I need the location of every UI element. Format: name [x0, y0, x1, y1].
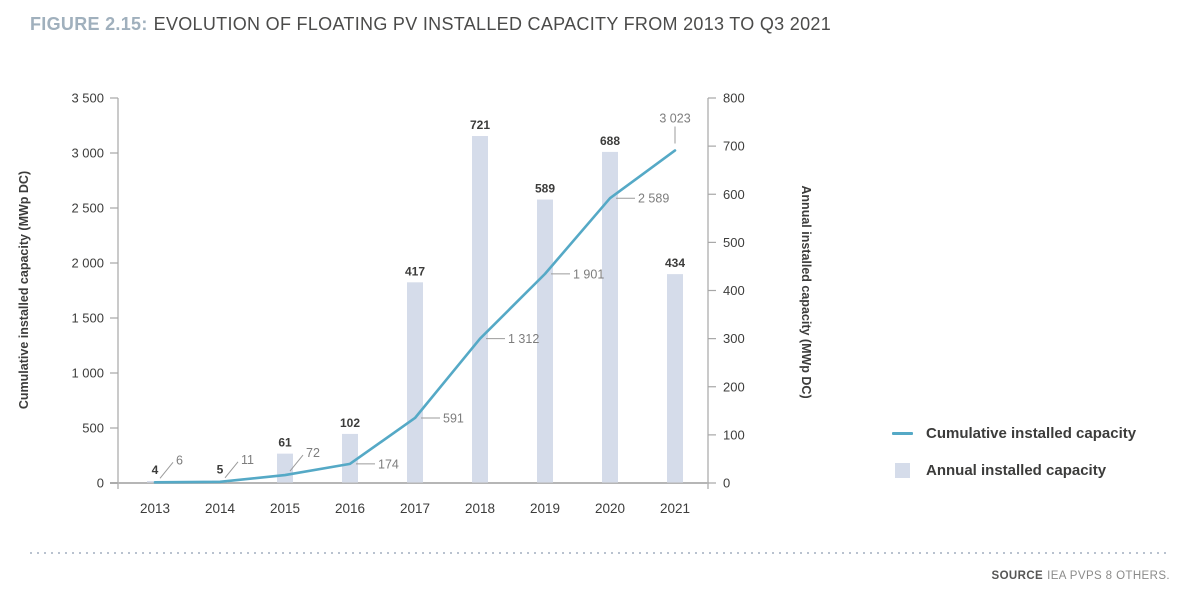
line-value-label: 3 023 — [659, 111, 690, 125]
left-tick-label: 3 500 — [71, 91, 104, 106]
bar-value-label: 102 — [340, 416, 360, 430]
x-axis-label: 2019 — [530, 501, 560, 516]
right-tick-label: 800 — [723, 91, 745, 106]
x-axis-label: 2015 — [270, 501, 300, 516]
legend-item-label: Annual installed capacity — [926, 462, 1107, 479]
bar-2017 — [407, 282, 423, 483]
bar-value-label: 4 — [152, 463, 159, 477]
right-tick-label: 300 — [723, 331, 745, 346]
line-value-label: 6 — [176, 453, 183, 467]
x-axis-label: 2013 — [140, 501, 170, 516]
legend-item-label: Cumulative installed capacity — [926, 425, 1137, 442]
right-tick-label: 700 — [723, 139, 745, 154]
source-label: SOURCE — [991, 570, 1044, 582]
bar-value-label: 5 — [217, 463, 224, 477]
left-tick-label: 0 — [97, 476, 104, 491]
line-value-label: 1 901 — [573, 267, 604, 281]
left-tick-label: 2 000 — [71, 256, 104, 271]
right-tick-label: 400 — [723, 283, 745, 298]
x-axis-label: 2016 — [335, 501, 365, 516]
left-axis-title: Cumulative installed capacity (MWp DC) — [17, 171, 31, 409]
figure-label: FIGURE 2.15: — [30, 14, 148, 34]
line-value-label: 1 312 — [508, 332, 539, 346]
right-tick-label: 100 — [723, 427, 745, 442]
legend-item-cumulative: Cumulative installed capacity — [892, 425, 1136, 442]
bar-2015 — [277, 453, 293, 483]
label-leader — [289, 454, 304, 472]
line-value-label: 591 — [443, 411, 464, 425]
bar-2019 — [537, 199, 553, 483]
source-text: IEA PVPS 8 OTHERS. — [1047, 570, 1170, 582]
legend-item-annual: Annual installed capacity — [892, 462, 1106, 479]
label-leader — [159, 462, 174, 479]
right-tick-label: 500 — [723, 235, 745, 250]
bar-2021 — [667, 274, 683, 483]
bar-value-label: 589 — [535, 182, 555, 196]
bar-2016 — [342, 433, 358, 483]
right-axis-title: Annual installed capacity (MWp DC) — [799, 185, 813, 398]
x-axis-label: 2018 — [465, 501, 495, 516]
dotted-divider — [30, 552, 1170, 554]
label-leader — [224, 461, 239, 479]
bar-value-label: 61 — [278, 436, 292, 450]
x-axis-label: 2020 — [595, 501, 625, 516]
bar-value-label: 688 — [600, 134, 620, 148]
line-value-label: 11 — [241, 453, 254, 467]
right-tick-label: 200 — [723, 379, 745, 394]
left-tick-label: 500 — [82, 421, 104, 436]
figure-title: EVOLUTION OF FLOATING PV INSTALLED CAPAC… — [153, 14, 832, 34]
left-tick-label: 2 500 — [71, 201, 104, 216]
bar-2020 — [602, 151, 618, 483]
x-axis-label: 2017 — [400, 501, 430, 516]
bar-value-label: 417 — [405, 264, 425, 278]
legend-bar-swatch — [895, 463, 910, 478]
bar-value-label: 721 — [470, 118, 490, 132]
right-tick-label: 600 — [723, 187, 745, 202]
chart-canvas: 0 500 1 000 1 500 2 000 2 500 3 000 3 500 0 100 20… — [17, 91, 813, 517]
bar-2018 — [472, 136, 488, 483]
bar-value-label: 434 — [665, 256, 685, 270]
line-value-label: 2 589 — [638, 192, 669, 206]
left-tick-label: 3 000 — [71, 146, 104, 161]
source-line: SOURCE IEA PVPS 8 OTHERS. — [992, 570, 1171, 582]
right-tick-label: 0 — [723, 476, 730, 491]
left-tick-label: 1 500 — [71, 311, 104, 326]
line-value-label: 174 — [378, 457, 399, 471]
x-axis-label: 2021 — [660, 501, 690, 516]
left-tick-label: 1 000 — [71, 366, 104, 381]
cumulative-line — [153, 149, 677, 484]
x-axis-label: 2014 — [205, 501, 236, 516]
legend-line-swatch — [892, 432, 913, 435]
line-value-label: 72 — [306, 446, 320, 460]
figure-header: FIGURE 2.15: EVOLUTION OF FLOATING PV INS… — [30, 14, 831, 35]
